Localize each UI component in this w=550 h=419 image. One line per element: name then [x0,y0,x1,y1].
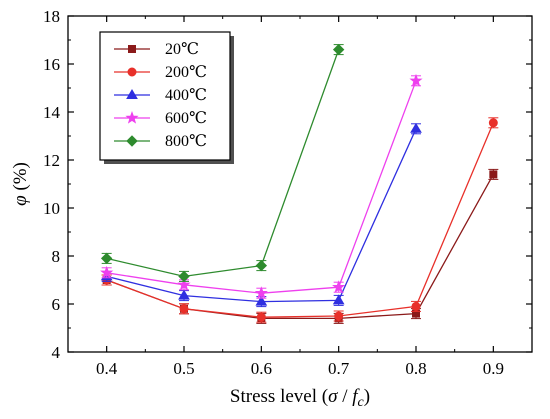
series-4 [100,43,345,283]
data-point [411,301,421,311]
x-axis-slash: / [337,386,352,407]
data-point [100,252,113,265]
y-axis: 4 6 8 10 12 14 16 18 [43,7,532,362]
series-3 [100,73,423,299]
y-tick-label: 16 [43,55,60,74]
y-tick-label: 10 [43,199,60,218]
legend-item: 200℃ [114,64,207,81]
x-axis-sigma: σ [328,386,338,407]
x-axis: 0.4 0.5 0.6 0.7 0.8 0.9 [67,16,533,378]
data-point [255,295,268,306]
x-tick-label: 0.4 [96,359,118,378]
legend-label: 400℃ [165,87,207,104]
legend-marker [126,89,138,99]
y-tick-label: 14 [43,103,61,122]
series-1 [101,117,499,323]
data-point [177,277,191,291]
legend-box [99,31,231,161]
data-point [488,118,498,128]
data-point [100,265,114,279]
x-tick-label: 0.9 [483,359,504,378]
legend-item: 400℃ [114,87,207,104]
x-axis-title-prefix: Stress level ( [230,386,328,407]
y-tick-label: 6 [52,295,61,314]
legend-item: 800℃ [114,133,207,150]
data-point [178,270,190,283]
y-tick-label: 4 [52,343,61,362]
y-axis-unit: (%) [10,162,31,195]
y-tick-label: 12 [43,151,60,170]
legend-marker [128,45,136,53]
data-point [256,312,266,322]
data-point [332,43,345,56]
y-axis-title: φ (%) [10,162,31,206]
x-tick-label: 0.5 [173,359,194,378]
y-axis-symbol: φ [10,195,31,206]
data-point [410,122,422,133]
data-point [255,259,268,272]
y-tick-label: 18 [43,7,60,26]
data-point [179,304,189,314]
legend: 20℃ 200℃ 400℃ 600℃ 800℃ [99,31,234,164]
data-point [332,280,346,293]
data-point [254,286,268,299]
legend-label: 20℃ [165,41,199,58]
x-tick-label: 0.7 [328,359,350,378]
data-point [409,73,423,87]
series-line [106,49,340,278]
data-point [178,289,190,300]
data-point [332,294,345,305]
legend-marker [126,135,138,147]
legend-label: 800℃ [165,133,207,150]
data-point [489,170,498,179]
x-axis-f: f [352,386,360,407]
y-tick-label: 8 [52,247,61,266]
legend-item: 600℃ [114,110,207,127]
legend-label: 600℃ [165,110,207,127]
x-axis-title-suffix: ) [364,386,370,407]
x-tick-label: 0.8 [405,359,426,378]
legend-marker [125,111,139,124]
series-layer [100,43,499,324]
series-line [106,122,494,318]
x-tick-label: 0.6 [251,359,272,378]
legend-item: 20℃ [114,41,199,58]
legend-marker [127,67,137,77]
x-axis-subscript: c [358,395,365,410]
x-axis-title: Stress level (σ / fc) [230,386,370,410]
legend-label: 200℃ [165,64,207,81]
legend-items: 20℃ 200℃ 400℃ 600℃ 800℃ [114,41,207,150]
data-point [334,311,344,321]
